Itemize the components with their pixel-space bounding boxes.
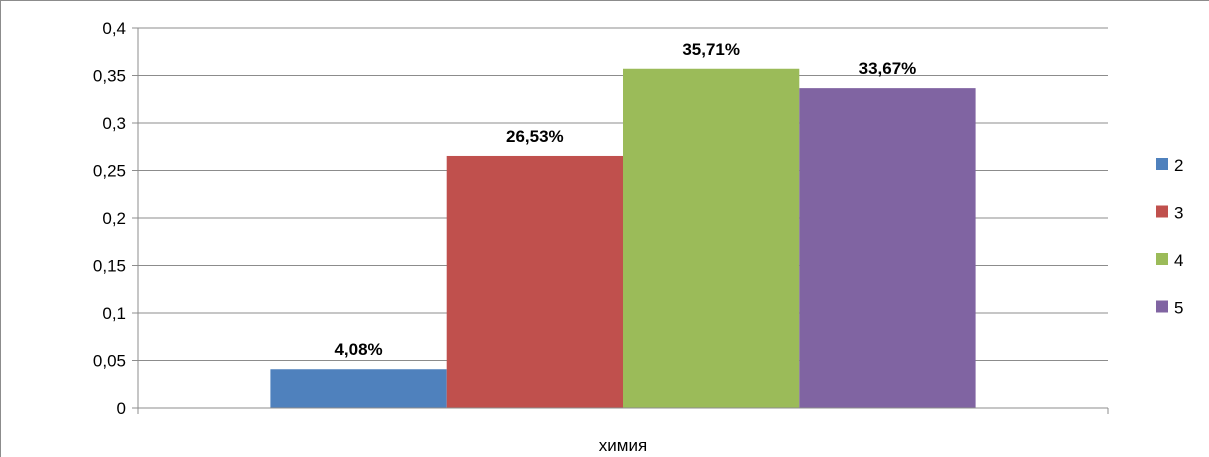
data-label: 26,53% (506, 127, 564, 146)
legend: 2 3 4 5 (1156, 156, 1183, 318)
data-labels: 4,08% 26,53% 35,71% 33,67% (334, 40, 916, 359)
bars (270, 68, 976, 408)
y-tick-label: 0,15 (93, 257, 126, 276)
legend-swatch (1156, 253, 1168, 265)
data-label: 35,71% (682, 40, 740, 59)
y-tick-label: 0,4 (102, 19, 126, 38)
legend-label: 5 (1174, 299, 1183, 318)
x-category-label: химия (599, 436, 647, 455)
legend-label: 2 (1174, 156, 1183, 175)
y-tick-label: 0,05 (93, 352, 126, 371)
bar-series-4 (623, 68, 800, 408)
y-tick-label: 0,35 (93, 67, 126, 86)
y-tick-label: 0,2 (102, 209, 126, 228)
bar-series-2 (270, 369, 447, 408)
bar-series-5 (799, 88, 976, 408)
y-axis-ticks: 0 0,05 0,1 0,15 0,2 0,25 0,3 0,35 0,4 (93, 19, 126, 418)
y-tick-label: 0,1 (102, 304, 126, 323)
data-label: 4,08% (334, 340, 382, 359)
legend-swatch (1156, 158, 1168, 170)
y-tick-label: 0 (117, 399, 126, 418)
y-tick-label: 0,3 (102, 114, 126, 133)
legend-swatch (1156, 300, 1168, 313)
y-tick-label: 0,25 (93, 162, 126, 181)
legend-label: 3 (1174, 204, 1183, 223)
legend-swatch (1156, 205, 1168, 218)
axes (132, 27, 1109, 414)
legend-label: 4 (1174, 251, 1183, 270)
x-axis-categories: химия (599, 436, 647, 455)
bar-series-3 (446, 155, 623, 408)
data-label: 33,67% (859, 59, 917, 78)
